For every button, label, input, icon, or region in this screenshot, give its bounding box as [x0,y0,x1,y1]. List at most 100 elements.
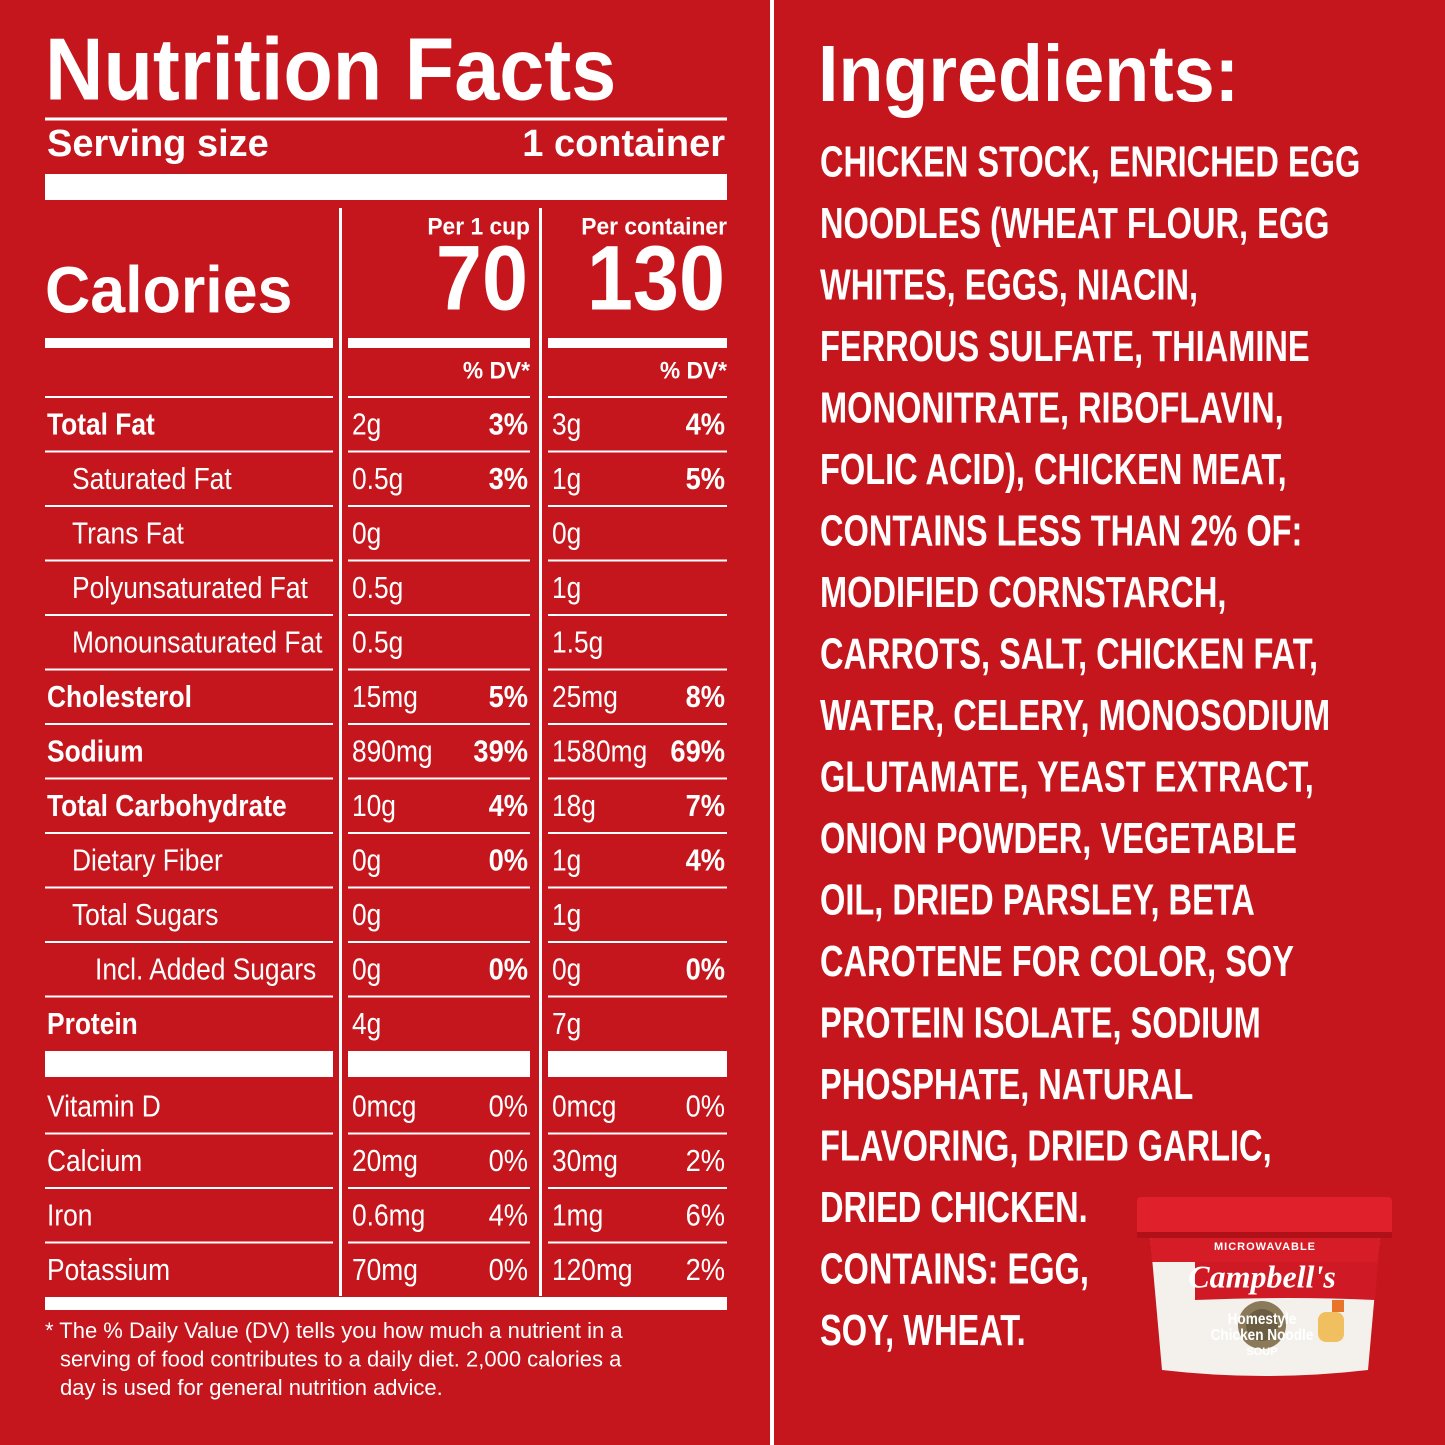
amount: 890mg [352,733,433,768]
daily-value: 4% [489,788,528,823]
amount: 1.5g [552,624,603,659]
amount: 1g [552,570,581,605]
nutrient-name: Total Sugars [72,897,218,932]
product-image [1137,1197,1392,1376]
ingredient-line: NOODLES (WHEAT FLOUR, EGG [820,199,1329,248]
calories-label: Calories [45,252,292,326]
amount: 0g [352,897,381,932]
amount: 1g [552,897,581,932]
allergen-line: SOY, WHEAT. [820,1306,1026,1355]
allergen-line: CONTAINS: EGG, [820,1245,1089,1294]
product-name: Chicken Noodle [1211,1327,1314,1344]
daily-value: 2% [686,1143,725,1178]
thick-rule [45,1051,333,1077]
serving-value: 1 container [522,123,725,165]
nutrient-name: Polyunsaturated Fat [72,570,308,605]
amount: 25mg [552,679,618,714]
daily-value: 5% [686,461,725,496]
footnote: day is used for general nutrition advice… [60,1375,443,1400]
nutrient-name: Total Fat [47,406,155,441]
amount: 1g [552,842,581,877]
amount: 0.5g [352,461,403,496]
daily-value: 5% [489,679,528,714]
vitamin-name: Calcium [47,1143,142,1178]
nutrient-name: Sodium [47,733,144,768]
thick-rule [45,174,727,200]
title: Nutrition Facts [45,19,616,118]
ingredient-line: MODIFIED CORNSTARCH, [820,568,1226,617]
ingredient-line: FERROUS SULFATE, THIAMINE [820,322,1310,371]
dv-header: % DV* [660,357,728,384]
amount: 70mg [352,1252,418,1287]
amount: 7g [552,1006,581,1041]
nutrient-name: Saturated Fat [72,461,232,496]
amount: 0g [552,951,581,986]
thick-rule [548,1051,727,1077]
amount: 4g [352,1006,381,1041]
amount: 20mg [352,1143,418,1178]
ingredient-line: PROTEIN ISOLATE, SODIUM [820,999,1261,1048]
nutrient-name: Cholesterol [47,679,192,714]
product-brand: Campbell's [1188,1258,1336,1294]
footnote: serving of food contributes to a daily d… [60,1346,622,1371]
daily-value: 6% [686,1197,725,1232]
ingredient-line: GLUTAMATE, YEAST EXTRACT, [820,753,1314,802]
amount: 0mcg [552,1088,616,1123]
amount: 18g [552,788,596,823]
ingredient-line: PHOSPHATE, NATURAL [820,1060,1193,1109]
column-divider [339,208,342,1296]
panel-divider [770,0,774,1445]
amount: 15mg [352,679,418,714]
amount: 0.6mg [352,1197,425,1232]
thick-rule [348,338,530,348]
calories-value: 70 [436,227,528,329]
nutrient-name: Total Carbohydrate [47,788,287,823]
amount: 30mg [552,1143,618,1178]
nutrient-name: Monounsaturated Fat [72,624,323,659]
amount: 3g [552,406,581,441]
daily-value: 0% [489,842,528,877]
amount: 1mg [552,1197,603,1232]
serving-label: Serving size [47,123,269,165]
amount: 1580mg [552,733,647,768]
amount: 0mcg [352,1088,416,1123]
ingredient-line: WATER, CELERY, MONOSODIUM [820,691,1330,740]
daily-value: 0% [686,1088,725,1123]
product-name: Homestyle [1228,1311,1297,1328]
amount: 0g [352,515,381,550]
nutrient-name: Trans Fat [72,515,184,550]
daily-value: 3% [489,461,528,496]
product-tag: MICROWAVABLE [1214,1241,1316,1253]
amount: 0.5g [352,570,403,605]
vitamin-name: Potassium [47,1252,170,1287]
column-header: Per 1 cup [427,213,530,240]
dv-header: % DV* [463,357,531,384]
ingredient-line: CARROTS, SALT, CHICKEN FAT, [820,630,1318,679]
thick-rule [45,338,333,348]
ingredient-line: FLAVORING, DRIED GARLIC, [820,1122,1272,1171]
daily-value: 0% [489,951,528,986]
amount: 2g [352,406,381,441]
ingredient-line: MONONITRATE, RIBOFLAVIN, [820,384,1284,433]
nutrient-name: Dietary Fiber [72,842,223,877]
thick-rule [45,1297,727,1310]
daily-value: 4% [686,406,725,441]
daily-value: 39% [473,733,528,768]
amount: 0.5g [352,624,403,659]
calories-value: 130 [587,227,725,329]
amount: 120mg [552,1252,633,1287]
ingredients-title: Ingredients: [818,29,1239,118]
thick-rule [348,1051,530,1077]
daily-value: 4% [686,842,725,877]
ingredient-line: OIL, DRIED PARSLEY, BETA [820,876,1255,925]
ingredient-line: WHITES, EGGS, NIACIN, [820,261,1198,310]
column-divider [539,208,542,1296]
ingredient-line: CAROTENE FOR COLOR, SOY [820,937,1294,986]
column-header: Per container [581,213,727,240]
ingredient-line: FOLIC ACID), CHICKEN MEAT, [820,445,1287,494]
ingredient-line: CHICKEN STOCK, ENRICHED EGG [820,138,1360,187]
thick-rule [548,338,727,348]
daily-value: 3% [489,406,528,441]
daily-value: 69% [670,733,725,768]
